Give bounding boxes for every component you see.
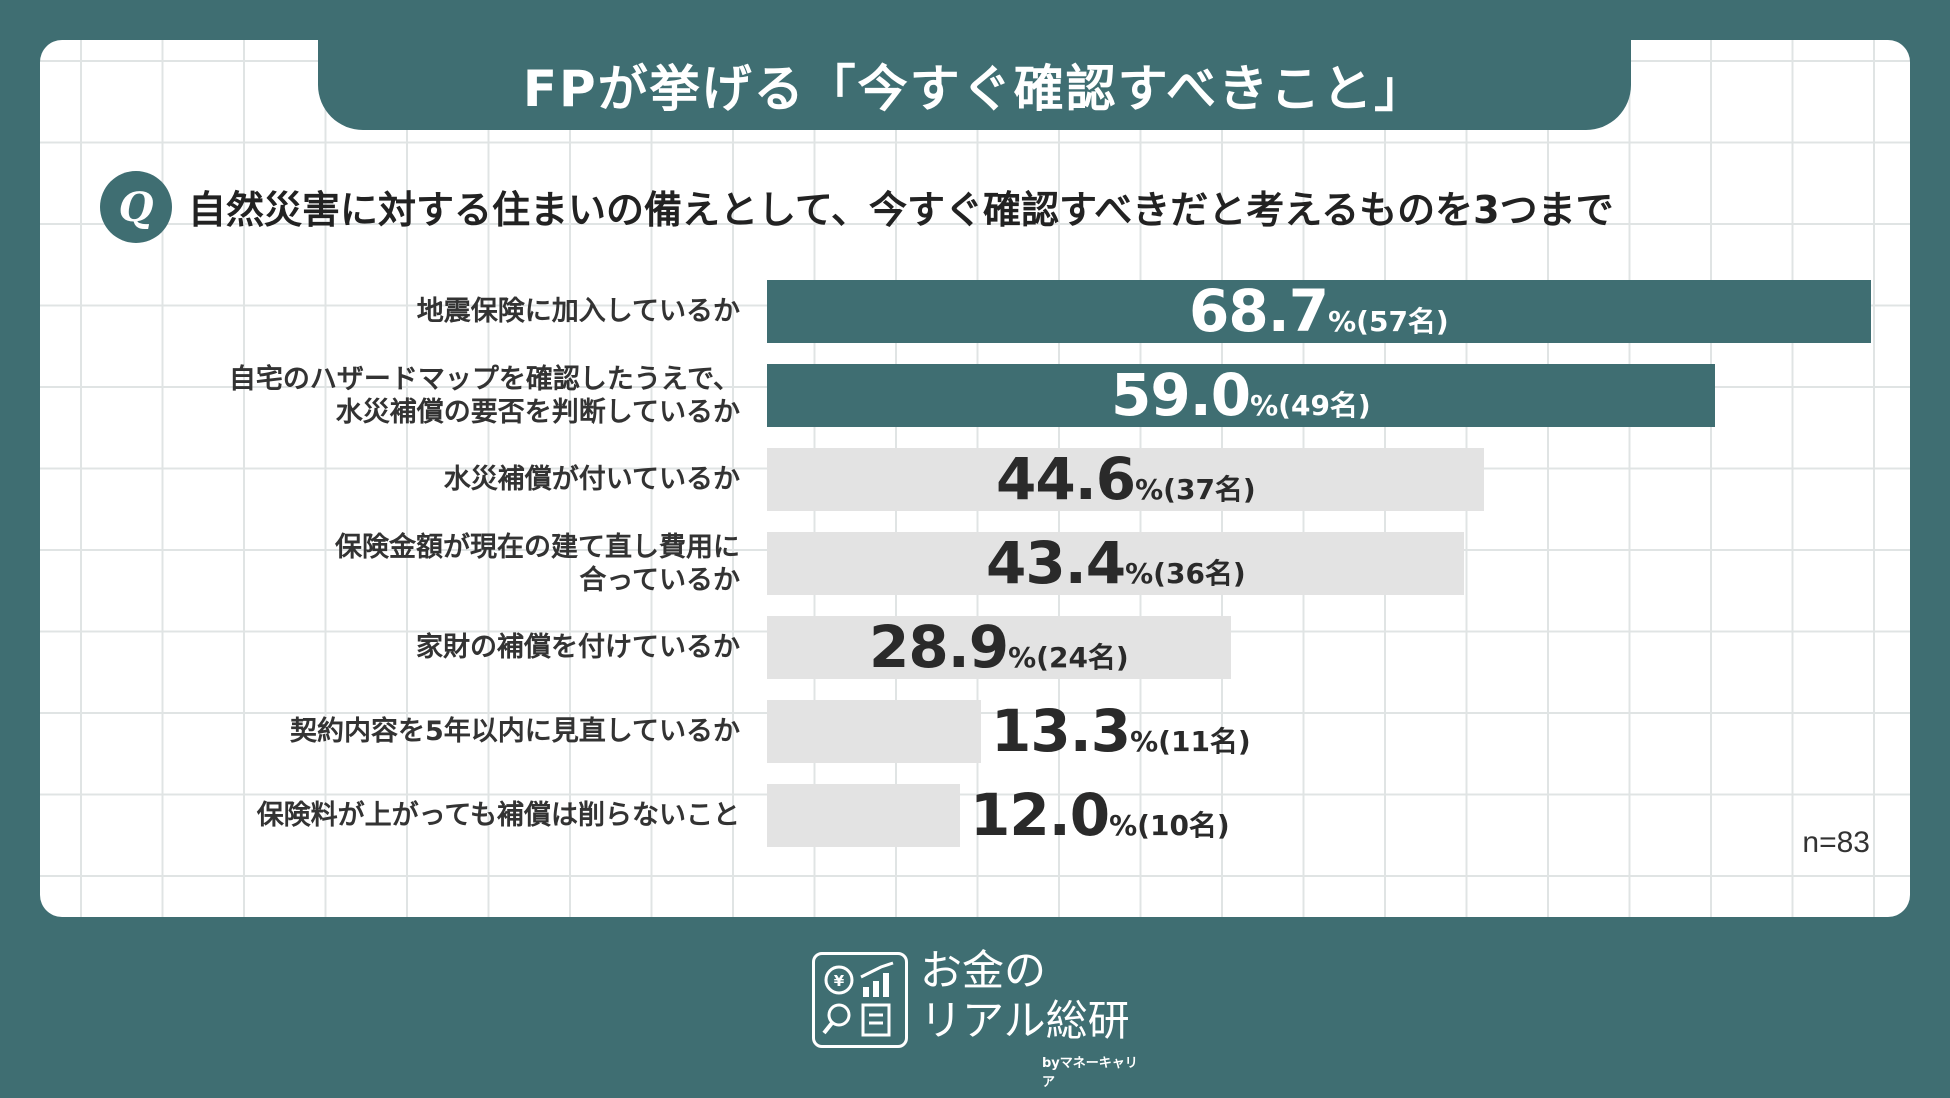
category-label: 自宅のハザードマップを確認したうえで、 水災補償の要否を判断しているか xyxy=(228,363,740,428)
page-title: FPが挙げる「今すぐ確認すべきこと」 xyxy=(318,40,1631,130)
value-unit-count: %(37名) xyxy=(1135,473,1256,506)
bar xyxy=(767,280,1871,343)
value-number: 43.4 xyxy=(986,529,1126,597)
value-number: 12.0 xyxy=(970,781,1110,849)
brand-subtitle: byマネーキャリア xyxy=(1042,1056,1138,1090)
bar xyxy=(767,532,1464,595)
category-label: 保険料が上がっても補償は削らないこと xyxy=(256,800,740,831)
brand-logo-icon: ¥ xyxy=(812,952,908,1048)
value-number: 68.7 xyxy=(1189,277,1329,345)
category-label: 契約内容を5年以内に見直しているか xyxy=(290,716,740,747)
category-label: 地震保険に加入しているか xyxy=(416,296,740,327)
value-label: 68.7 %(57名) xyxy=(1189,280,1449,343)
category-label: 保険金額が現在の建て直し費用に 合っているか xyxy=(335,531,740,596)
value-label: 13.3 %(11名) xyxy=(991,700,1251,763)
category-label: 水災補償が付いているか xyxy=(443,464,740,495)
question-badge: Q xyxy=(100,171,172,243)
bar xyxy=(767,364,1715,427)
bar xyxy=(767,448,1484,511)
value-label: 28.9 %(24名) xyxy=(869,616,1129,679)
bar xyxy=(767,616,1231,679)
value-unit-count: %(10名) xyxy=(1109,809,1230,842)
value-label: 59.0 %(49名) xyxy=(1111,364,1371,427)
value-label: 43.4 %(36名) xyxy=(986,532,1246,595)
value-unit-count: %(11名) xyxy=(1130,725,1251,758)
value-number: 13.3 xyxy=(991,697,1131,765)
value-unit-count: %(49名) xyxy=(1250,389,1371,422)
svg-text:¥: ¥ xyxy=(834,972,845,990)
value-unit-count: %(24名) xyxy=(1008,641,1129,674)
category-label: 家財の補償を付けているか xyxy=(416,632,740,663)
bar xyxy=(767,700,981,763)
value-label: 44.6 %(37名) xyxy=(996,448,1256,511)
value-unit-count: %(57名) xyxy=(1328,305,1449,338)
value-number: 44.6 xyxy=(996,445,1136,513)
value-number: 59.0 xyxy=(1111,361,1251,429)
value-label: 12.0 %(10名) xyxy=(970,784,1230,847)
bar xyxy=(767,784,960,847)
value-unit-count: %(36名) xyxy=(1125,557,1246,590)
brand-logo: ¥ お金の リアル総研 byマネーキャリア xyxy=(812,946,1142,1090)
question-text: 自然災害に対する住まいの備えとして、今すぐ確認すべきだと考えるものを3つまで xyxy=(188,187,1614,232)
value-number: 28.9 xyxy=(869,613,1009,681)
sample-size-note: n=83 xyxy=(1802,826,1870,859)
brand-name: お金の リアル総研 xyxy=(920,946,1130,1045)
